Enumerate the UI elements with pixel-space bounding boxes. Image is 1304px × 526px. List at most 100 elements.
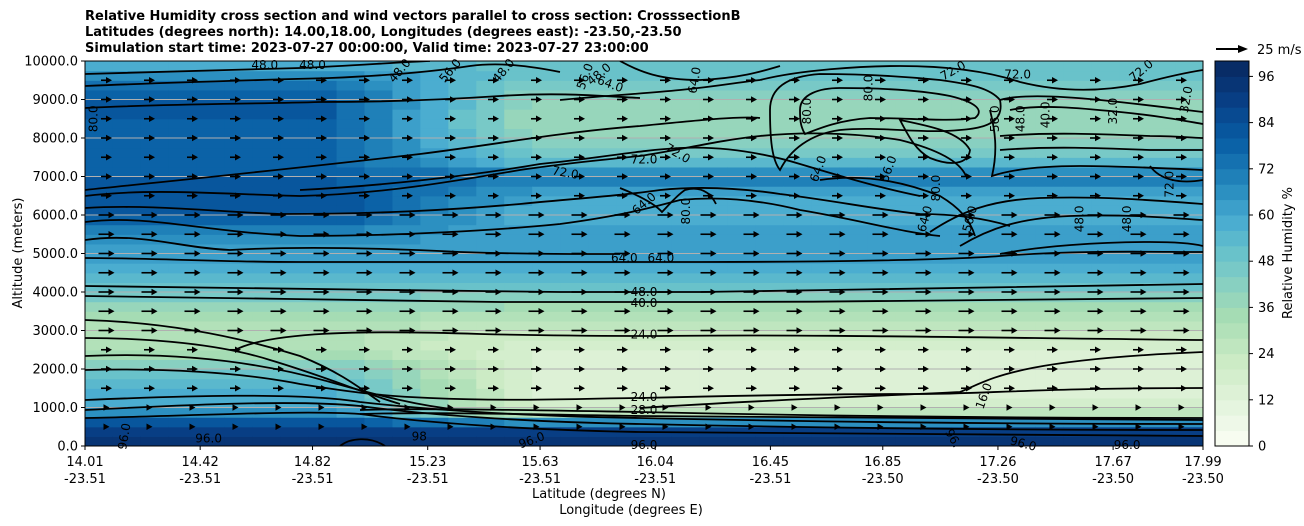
rh-cell xyxy=(112,70,142,81)
rh-cell xyxy=(1147,407,1176,418)
wind-arrowhead xyxy=(1181,365,1187,373)
rh-cell xyxy=(140,340,170,351)
rh-cell xyxy=(923,195,953,206)
rh-cell xyxy=(755,359,785,370)
wind-arrowhead xyxy=(751,77,757,84)
rh-cell xyxy=(168,176,198,187)
rh-cell xyxy=(1175,61,1203,72)
rh-cell xyxy=(504,407,533,418)
wind-arrowhead xyxy=(710,231,717,238)
wind-arrowhead xyxy=(409,250,416,257)
rh-cell xyxy=(1007,388,1036,399)
rh-cell xyxy=(476,349,505,360)
wind-arrowhead xyxy=(882,269,889,276)
rh-cell xyxy=(783,70,813,81)
wind-arrowhead xyxy=(624,269,631,276)
rh-cell xyxy=(196,128,226,139)
rh-cell xyxy=(140,263,170,274)
y-tick-label: 9000.0 xyxy=(33,93,79,108)
rh-cell xyxy=(420,157,449,168)
rh-cell xyxy=(1147,272,1176,283)
rh-cell xyxy=(811,311,841,322)
wind-arrowhead xyxy=(834,404,841,411)
wind-arrowhead xyxy=(624,308,631,315)
rh-cell xyxy=(811,397,841,409)
wind-arrowhead xyxy=(1181,173,1187,180)
rh-cell xyxy=(783,436,813,446)
rh-cell xyxy=(1063,359,1092,370)
rh-cell xyxy=(252,176,282,187)
wind-arrowhead xyxy=(622,96,628,103)
colorbar-segment xyxy=(1215,399,1249,416)
wind-arrowhead xyxy=(450,115,456,122)
wind-arrowhead xyxy=(1054,308,1061,315)
wind-arrowhead xyxy=(192,346,198,353)
rh-cell xyxy=(392,263,421,274)
rh-cell xyxy=(951,215,980,226)
rh-cell xyxy=(1035,224,1064,235)
rh-cell xyxy=(699,166,729,178)
rh-cell xyxy=(560,61,589,72)
rh-cell xyxy=(420,388,449,399)
rh-cell xyxy=(727,349,757,360)
rh-cell xyxy=(671,166,701,178)
rh-cell xyxy=(867,176,897,187)
rh-cell xyxy=(336,205,366,216)
wind-arrowhead xyxy=(966,96,972,103)
rh-cell xyxy=(1147,215,1176,226)
y-tick-label: 2000.0 xyxy=(33,363,79,378)
y-tick-label: 4000.0 xyxy=(33,286,79,301)
rh-cell xyxy=(252,99,282,110)
rh-cell xyxy=(252,436,282,446)
rh-cell xyxy=(532,369,561,380)
wind-arrowhead xyxy=(880,154,886,161)
wind-arrowhead xyxy=(1054,250,1061,257)
x-tick-lat: 17.26 xyxy=(979,455,1016,470)
rh-cell xyxy=(308,186,338,197)
wind-arrowhead xyxy=(665,115,671,122)
rh-cell xyxy=(196,118,226,129)
rh-cell xyxy=(1175,320,1203,332)
rh-cell xyxy=(839,397,869,409)
rh-cell xyxy=(979,99,1008,110)
rh-cell xyxy=(336,426,366,437)
rh-cell xyxy=(755,205,785,216)
rh-cell xyxy=(644,349,673,360)
rh-cell xyxy=(532,320,561,332)
rh-cell xyxy=(616,176,645,187)
wind-arrowhead xyxy=(149,96,155,103)
rh-cell xyxy=(616,234,645,245)
wind-arrowhead xyxy=(280,269,287,276)
rh-cell xyxy=(280,109,310,120)
rh-cell xyxy=(224,157,254,168)
rh-cell xyxy=(671,138,701,149)
rh-cell xyxy=(308,417,338,428)
wind-arrowhead xyxy=(192,365,198,373)
rh-cell xyxy=(1119,369,1148,380)
rh-cell xyxy=(252,215,282,226)
wind-arrowhead xyxy=(966,115,972,122)
rh-cell xyxy=(308,138,338,149)
rh-cell xyxy=(1175,349,1203,360)
rh-cell xyxy=(644,176,673,187)
contour-label: 80.0 xyxy=(862,75,876,102)
rh-cell xyxy=(951,359,980,370)
rh-cell xyxy=(532,388,561,399)
rh-cell xyxy=(644,109,673,120)
wind-arrowhead xyxy=(536,173,542,180)
rh-cell xyxy=(196,157,226,168)
rh-cell xyxy=(783,407,813,418)
rh-cell xyxy=(336,253,366,264)
quiver-key-arrowhead xyxy=(1238,45,1248,53)
rh-cell xyxy=(755,340,785,351)
contour-bl-4 xyxy=(359,408,1203,419)
wind-arrowhead xyxy=(1009,192,1015,199)
x-tick-lon: -23.51 xyxy=(407,472,449,487)
rh-cell xyxy=(1147,109,1176,120)
wind-arrowhead xyxy=(576,404,583,411)
rh-cell xyxy=(1175,138,1203,149)
rh-cell xyxy=(504,436,533,446)
rh-cell xyxy=(85,407,114,418)
wind-arrowhead xyxy=(1011,288,1018,296)
rh-cell xyxy=(755,407,785,418)
